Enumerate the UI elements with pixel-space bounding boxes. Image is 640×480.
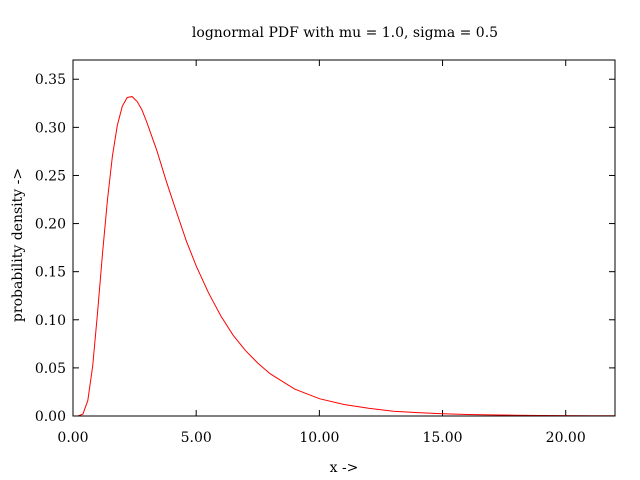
x-axis-label: x -> <box>330 460 359 476</box>
ticks-layer: 0.00 5.00 10.00 15.00 20.00 0.00 0.05 0.10 0.15 0… <box>35 60 615 446</box>
x-tick-label: 20.00 <box>546 430 586 446</box>
y-tick-label: 0.15 <box>35 265 66 281</box>
y-tick-label: 0.25 <box>35 168 66 184</box>
plot-frame <box>72 59 616 417</box>
y-tick-label: 0.35 <box>35 72 66 88</box>
y-tick-label: 0.10 <box>35 313 66 329</box>
x-tick-label: 0.00 <box>57 430 88 446</box>
y-axis-label: probability density -> <box>10 168 26 322</box>
y-tick-label: 0.30 <box>35 120 66 136</box>
x-tick-label: 10.00 <box>299 430 339 446</box>
x-tick-label: 5.00 <box>181 430 212 446</box>
x-tick-label: 15.00 <box>422 430 462 446</box>
y-tick-label: 0.05 <box>35 361 66 377</box>
y-tick-label: 0.00 <box>35 409 66 425</box>
y-tick-label: 0.20 <box>35 217 66 233</box>
pdf-curve <box>73 96 616 417</box>
series-layer <box>73 96 616 417</box>
chart-title: lognormal PDF with mu = 1.0, sigma = 0.5 <box>192 25 498 41</box>
